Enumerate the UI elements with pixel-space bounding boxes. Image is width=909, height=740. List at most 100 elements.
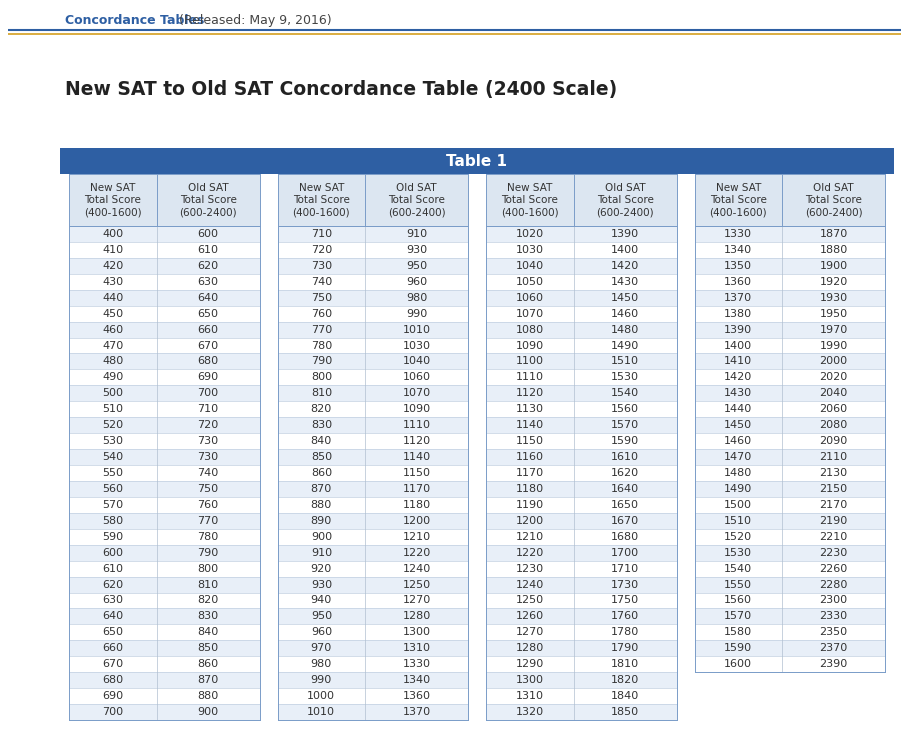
Bar — [486, 174, 676, 226]
Text: 1360: 1360 — [724, 277, 753, 287]
Text: 750: 750 — [197, 484, 219, 494]
Text: 2350: 2350 — [820, 628, 847, 637]
Bar — [694, 449, 885, 465]
Text: 1850: 1850 — [611, 707, 639, 717]
Text: 610: 610 — [197, 245, 218, 255]
Text: New SAT
Total Score
(400-1600): New SAT Total Score (400-1600) — [84, 183, 142, 218]
Text: 1230: 1230 — [515, 564, 544, 574]
Bar — [694, 322, 885, 337]
Text: 1570: 1570 — [611, 420, 639, 430]
Text: 430: 430 — [102, 277, 124, 287]
Bar — [69, 640, 259, 656]
Text: Table 1: Table 1 — [446, 153, 507, 169]
Text: 650: 650 — [197, 309, 218, 319]
Text: 790: 790 — [311, 357, 332, 366]
Text: 1020: 1020 — [515, 229, 544, 239]
Bar — [69, 576, 259, 593]
Text: 720: 720 — [197, 420, 219, 430]
Bar — [69, 688, 259, 704]
Text: 800: 800 — [197, 564, 219, 574]
Text: 1670: 1670 — [611, 516, 639, 526]
Text: 2020: 2020 — [819, 372, 848, 383]
Text: 1160: 1160 — [515, 452, 544, 462]
Text: 1560: 1560 — [724, 596, 753, 605]
Text: 490: 490 — [102, 372, 124, 383]
Text: 820: 820 — [311, 404, 332, 414]
Text: 2110: 2110 — [820, 452, 847, 462]
Text: 1180: 1180 — [403, 500, 431, 510]
Text: 840: 840 — [197, 628, 219, 637]
Bar — [277, 576, 468, 593]
Text: 580: 580 — [102, 516, 124, 526]
Text: 920: 920 — [311, 564, 332, 574]
Bar — [486, 672, 676, 688]
Text: 1310: 1310 — [515, 691, 544, 701]
Bar — [69, 433, 259, 449]
Text: 1340: 1340 — [724, 245, 753, 255]
Bar — [277, 497, 468, 513]
Text: 2190: 2190 — [819, 516, 848, 526]
Text: 1570: 1570 — [724, 611, 753, 622]
Text: 1520: 1520 — [724, 532, 753, 542]
Text: 650: 650 — [103, 628, 124, 637]
Text: 680: 680 — [102, 675, 124, 685]
Bar — [277, 593, 468, 608]
Text: 830: 830 — [197, 611, 219, 622]
Text: 1650: 1650 — [611, 500, 639, 510]
Text: 2170: 2170 — [819, 500, 848, 510]
Text: 960: 960 — [406, 277, 427, 287]
Bar — [69, 449, 259, 465]
Bar — [694, 640, 885, 656]
Text: 890: 890 — [311, 516, 332, 526]
Text: 1480: 1480 — [611, 325, 639, 334]
Text: 1010: 1010 — [403, 325, 431, 334]
Text: 1030: 1030 — [515, 245, 544, 255]
Text: 1750: 1750 — [611, 596, 639, 605]
Text: 1810: 1810 — [611, 659, 639, 669]
Bar — [694, 401, 885, 417]
Text: 1370: 1370 — [724, 293, 753, 303]
Text: 1550: 1550 — [724, 579, 753, 590]
Text: 1590: 1590 — [611, 436, 639, 446]
Bar — [277, 449, 468, 465]
Text: 1390: 1390 — [611, 229, 639, 239]
Bar — [277, 242, 468, 258]
Text: 820: 820 — [197, 596, 219, 605]
Bar — [694, 386, 885, 401]
Text: 900: 900 — [197, 707, 219, 717]
Bar — [486, 529, 676, 545]
Text: 1580: 1580 — [724, 628, 753, 637]
Text: 980: 980 — [406, 293, 427, 303]
Text: New SAT
Total Score
(400-1600): New SAT Total Score (400-1600) — [710, 183, 767, 218]
Text: 610: 610 — [103, 564, 124, 574]
Text: 1780: 1780 — [611, 628, 639, 637]
Text: 510: 510 — [103, 404, 124, 414]
Bar — [486, 386, 676, 401]
Bar — [486, 354, 676, 369]
Text: 790: 790 — [197, 548, 219, 558]
Text: 1530: 1530 — [611, 372, 639, 383]
Text: 620: 620 — [102, 579, 124, 590]
Text: 1200: 1200 — [515, 516, 544, 526]
Text: 1460: 1460 — [724, 436, 753, 446]
Text: 1710: 1710 — [611, 564, 639, 574]
Text: 1760: 1760 — [611, 611, 639, 622]
Bar — [486, 465, 676, 481]
Text: 690: 690 — [197, 372, 219, 383]
Text: 980: 980 — [311, 659, 332, 669]
Text: 1730: 1730 — [611, 579, 639, 590]
Text: 1140: 1140 — [515, 420, 544, 430]
Text: 410: 410 — [102, 245, 124, 255]
Text: 880: 880 — [311, 500, 332, 510]
Text: 750: 750 — [311, 293, 332, 303]
Bar — [486, 593, 676, 608]
Bar — [486, 369, 676, 386]
Text: 1410: 1410 — [724, 357, 753, 366]
Text: 810: 810 — [197, 579, 219, 590]
Text: 2060: 2060 — [820, 404, 847, 414]
Text: 1250: 1250 — [403, 579, 431, 590]
Text: 1040: 1040 — [515, 260, 544, 271]
Text: 1390: 1390 — [724, 325, 753, 334]
Text: 1210: 1210 — [515, 532, 544, 542]
Bar — [694, 529, 885, 545]
